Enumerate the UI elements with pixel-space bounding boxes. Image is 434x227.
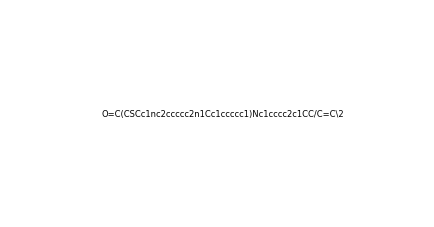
- Text: O=C(CSCc1nc2ccccc2n1Cc1ccccc1)Nc1cccc2c1CC/C=C\2: O=C(CSCc1nc2ccccc2n1Cc1ccccc1)Nc1cccc2c1…: [101, 110, 344, 119]
